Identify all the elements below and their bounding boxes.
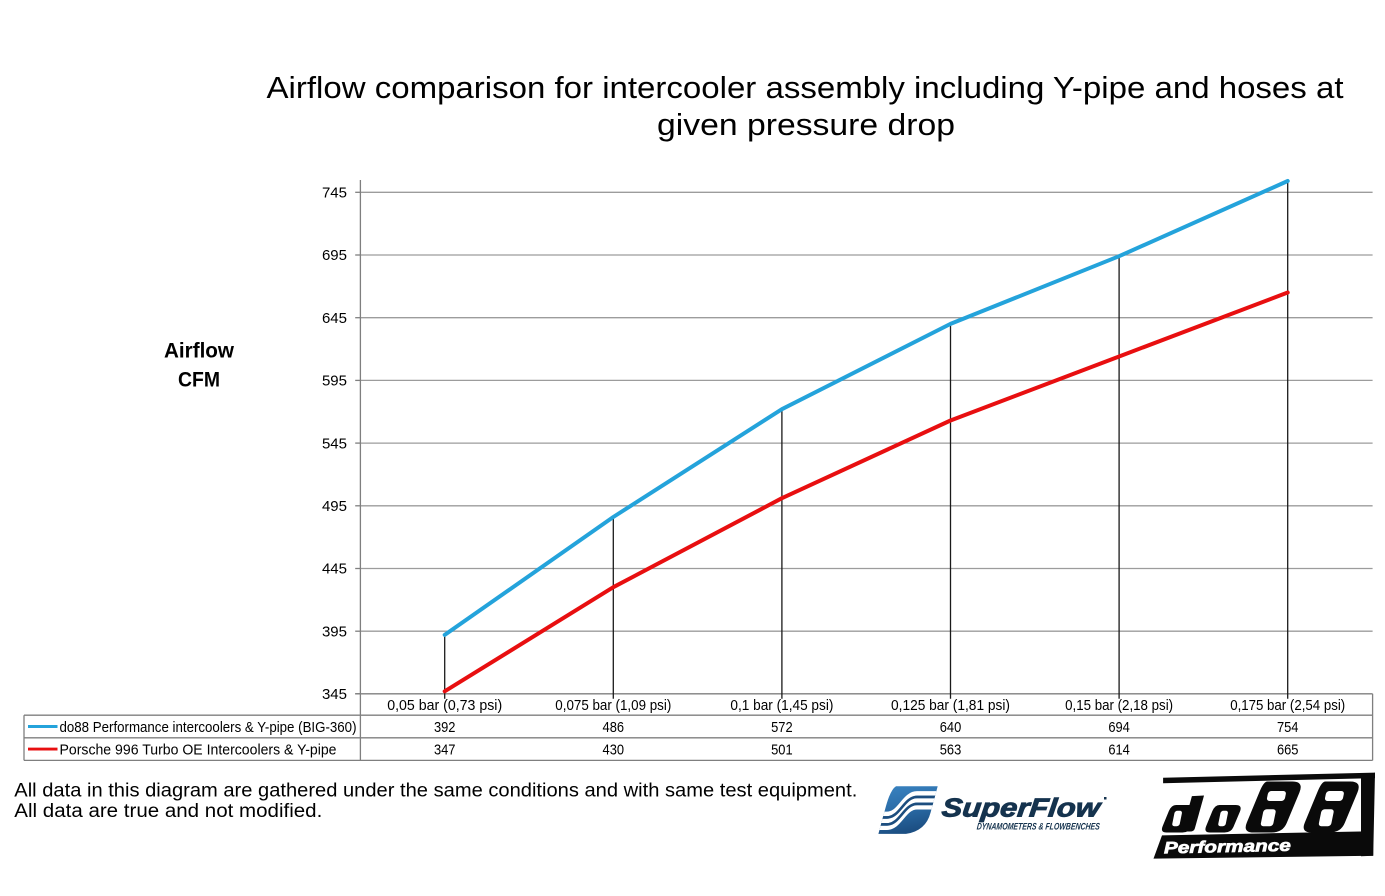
svg-text:614: 614 [1108, 741, 1130, 758]
svg-text:665: 665 [1277, 741, 1299, 758]
svg-text:595: 595 [322, 373, 347, 390]
svg-text:640: 640 [940, 719, 962, 736]
svg-text:DYNAMOMETERS & FLOWBENCHES: DYNAMOMETERS & FLOWBENCHES [976, 822, 1101, 833]
svg-text:745: 745 [322, 185, 347, 202]
svg-text:495: 495 [322, 498, 347, 515]
svg-text:430: 430 [603, 741, 625, 758]
svg-text:347: 347 [434, 741, 456, 758]
svg-text:Porsche 996 Turbo OE Intercool: Porsche 996 Turbo OE Intercoolers & Y-pi… [60, 742, 337, 758]
svg-text:572: 572 [771, 719, 793, 736]
svg-text:0,15 bar (2,18 psi): 0,15 bar (2,18 psi) [1065, 698, 1173, 714]
svg-text:695: 695 [322, 247, 347, 264]
svg-text:392: 392 [434, 719, 456, 736]
svg-text:486: 486 [603, 719, 625, 736]
svg-text:Performance: Performance [1164, 837, 1291, 858]
svg-text:CFM: CFM [178, 368, 220, 392]
svg-text:754: 754 [1277, 719, 1299, 736]
svg-text:563: 563 [940, 741, 962, 758]
svg-text:0,1 bar (1,45 psi): 0,1 bar (1,45 psi) [730, 698, 833, 714]
svg-text:445: 445 [322, 561, 347, 578]
svg-text:0,125 bar (1,81 psi): 0,125 bar (1,81 psi) [891, 698, 1010, 714]
svg-text:0,05 bar (0,73 psi): 0,05 bar (0,73 psi) [387, 698, 502, 714]
svg-text:345: 345 [322, 686, 347, 703]
svg-text:Airflow comparison for interco: Airflow comparison for intercooler assem… [267, 70, 1344, 105]
svg-text:SuperFlow: SuperFlow [940, 793, 1103, 823]
svg-text:do88 Performance intercoolers: do88 Performance intercoolers & Y-pipe (… [60, 720, 357, 736]
svg-text:All data in this diagram are g: All data in this diagram are gathered un… [14, 781, 857, 802]
svg-text:395: 395 [322, 623, 347, 640]
svg-text:given pressure drop: given pressure drop [657, 107, 955, 142]
svg-text:501: 501 [771, 741, 793, 758]
svg-text:645: 645 [322, 310, 347, 327]
svg-text:694: 694 [1108, 719, 1130, 736]
svg-text:All data are true and not modi: All data are true and not modified. [14, 801, 322, 822]
svg-text:545: 545 [322, 435, 347, 452]
svg-text:Airflow: Airflow [164, 338, 234, 362]
svg-text:0,075 bar (1,09 psi): 0,075 bar (1,09 psi) [555, 698, 671, 714]
svg-text:0,175 bar (2,54 psi): 0,175 bar (2,54 psi) [1230, 698, 1345, 714]
